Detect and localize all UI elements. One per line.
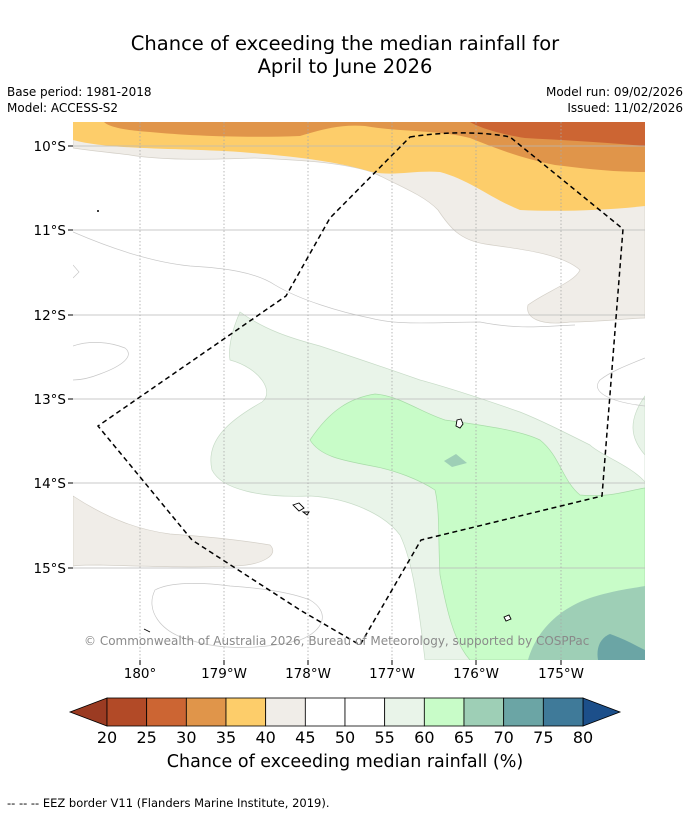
island-speck: [97, 210, 99, 212]
contour-line: [73, 342, 129, 381]
colorbar-cell: [225, 697, 267, 727]
colorbar-cell: [265, 697, 306, 727]
contour-line: [597, 357, 645, 407]
colorbar-tick-label: 40: [255, 728, 276, 747]
island-wallis: [455, 418, 464, 429]
contour-line: [151, 583, 323, 648]
band-70-75: [597, 634, 645, 660]
lon-label-180: 180°: [124, 666, 157, 682]
colorbar-tick-label: 80: [572, 728, 594, 747]
island-futuna: [292, 502, 305, 512]
colorbar-tick-label: 35: [215, 728, 237, 747]
lon-label-175w: 175°W: [538, 666, 584, 682]
island-alofi: [301, 511, 310, 516]
colorbar-tick-label: 30: [176, 728, 197, 747]
colorbar: [68, 697, 622, 727]
lat-label-11s: 11°S: [34, 223, 67, 239]
colorbar-tick-label: 60: [414, 728, 435, 747]
axis-ticks: [68, 145, 562, 665]
band-65-70-patch: [444, 454, 467, 467]
colorbar-cell: [146, 697, 187, 727]
eez-border: [96, 132, 624, 647]
lat-label-14s: 14°S: [34, 476, 67, 492]
base-period: Base period: 1981-2018: [7, 85, 152, 99]
lon-label-178w: 178°W: [285, 666, 331, 682]
colorbar-cell: [304, 697, 346, 727]
colorbar-tick-label: 70: [493, 728, 514, 747]
model-name: Model: ACCESS-S2: [7, 101, 119, 115]
colorbar-tick-label: 75: [533, 728, 554, 747]
colorbar-cell: [463, 697, 505, 727]
lon-label-177w: 177°W: [369, 666, 415, 682]
colorbar-cell: [344, 697, 386, 727]
contour-line: [73, 264, 80, 279]
title-line-1: Chance of exceeding the median rainfall …: [130, 32, 560, 55]
colorbar-tick-label: 55: [374, 728, 395, 747]
lat-label-12s: 12°S: [34, 308, 67, 324]
lon-label-176w: 176°W: [453, 666, 499, 682]
colorbar-cell: [542, 697, 584, 727]
band-25-30: [470, 122, 645, 146]
latitude-gridlines: [73, 145, 645, 569]
colorbar-tick-label: 25: [136, 728, 157, 747]
contour-line: [73, 231, 576, 328]
colorbar-cell: [384, 697, 425, 727]
colorbar-tick-label: 50: [334, 728, 356, 747]
colorbar-cell: [503, 697, 544, 727]
band-40-45-lower-left: [73, 495, 273, 568]
lat-label-10s: 10°S: [34, 139, 67, 155]
model-run: Model run: 09/02/2026: [545, 85, 683, 99]
title-line-2: April to June 2026: [257, 55, 433, 78]
lat-label-15s: 15°S: [34, 561, 67, 577]
island-speck-sw: [143, 628, 151, 633]
island-small-south: [503, 614, 512, 622]
longitude-gridlines: [139, 122, 562, 660]
lon-label-179w: 179°W: [201, 666, 247, 682]
lat-label-13s: 13°S: [34, 392, 67, 408]
colorbar-tick-label: 65: [453, 728, 475, 747]
colorbar-under-arrow: [68, 697, 108, 727]
colorbar-label: Chance of exceeding median rainfall (%): [166, 752, 524, 772]
issued-date: Issued: 11/02/2026: [567, 101, 683, 115]
eez-legend-text: -- -- -- EEZ border V11 (Flanders Marine…: [7, 796, 330, 810]
colorbar-tick-label: 20: [96, 728, 118, 747]
colorbar-cell: [423, 697, 465, 727]
copyright-text: © Commonwealth of Australia 2026, Bureau…: [84, 634, 589, 648]
colorbar-tick-label: 45: [295, 728, 316, 747]
colorbar-over-arrow: [582, 697, 622, 727]
colorbar-cell: [106, 697, 148, 727]
colorbar-cell: [185, 697, 227, 727]
